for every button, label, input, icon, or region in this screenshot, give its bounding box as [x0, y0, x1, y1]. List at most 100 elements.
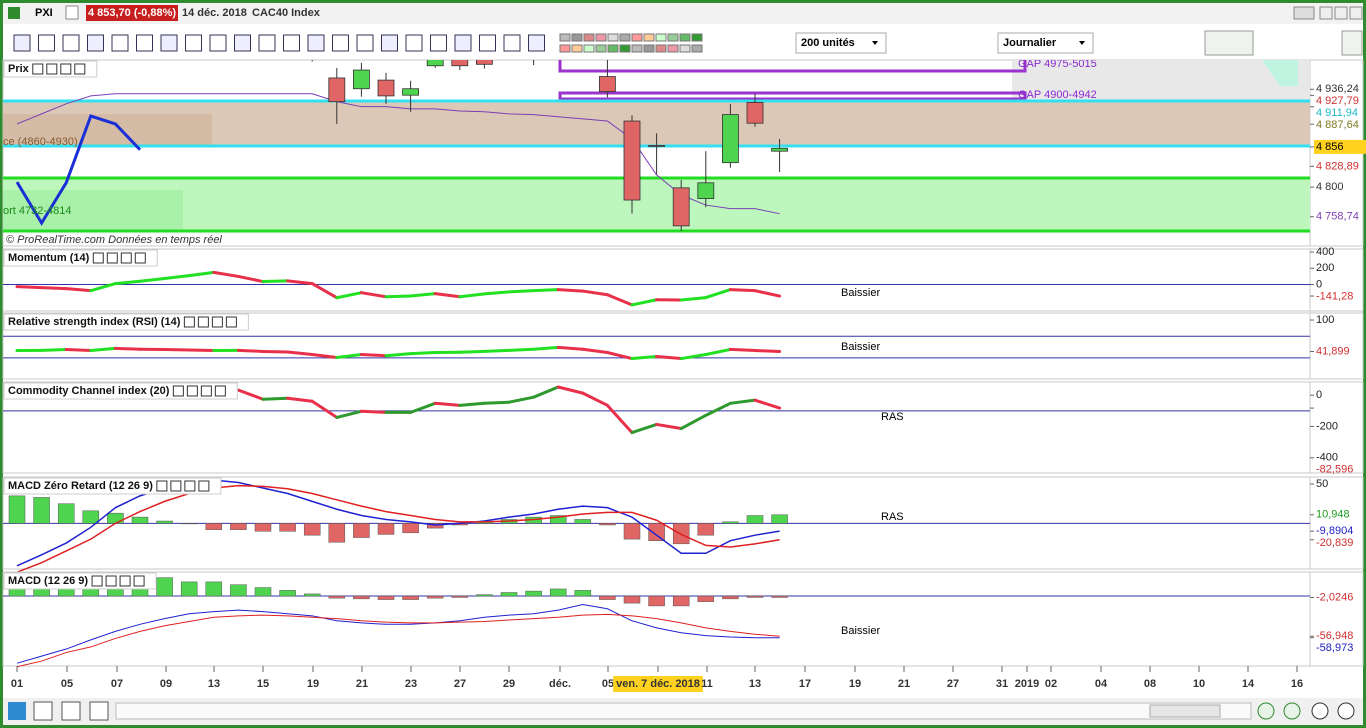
tool-icon[interactable] [356, 34, 374, 52]
y-tick-label: 4 800 [1316, 181, 1344, 193]
color-swatch[interactable] [691, 33, 703, 42]
tool-icon[interactable] [283, 34, 300, 52]
color-swatch[interactable] [655, 33, 667, 42]
x-tick-label: 07 [111, 678, 123, 690]
panel-icon[interactable] [74, 63, 86, 75]
panel-icon[interactable] [46, 63, 58, 75]
histogram-bar [672, 595, 690, 607]
color-swatch[interactable] [679, 44, 691, 53]
panel: RAS MACD Zéro Retard (12 26 9) 50 10,948 -9,… [2, 476, 1364, 573]
tool-icon[interactable] [111, 34, 129, 52]
panel-icon[interactable] [105, 575, 117, 587]
tool-icon[interactable] [160, 34, 178, 52]
panel-icon[interactable] [134, 252, 146, 264]
tool-icon[interactable] [62, 34, 80, 52]
indicator-segment [753, 349, 782, 353]
indicator-segment [581, 289, 609, 297]
panel-icon[interactable] [156, 480, 168, 492]
scrollbar[interactable] [115, 702, 1252, 720]
tool-icon[interactable] [479, 34, 496, 52]
color-swatch[interactable] [631, 33, 643, 42]
tool-icon[interactable] [234, 34, 251, 52]
panel-icon[interactable] [200, 385, 212, 397]
tool-button[interactable] [61, 701, 81, 721]
color-swatch[interactable] [655, 44, 667, 53]
maximize-button[interactable] [1334, 6, 1348, 20]
scroll-button[interactable] [1341, 30, 1363, 56]
tool-button[interactable] [33, 701, 53, 721]
panel-icon[interactable] [225, 316, 237, 328]
zoom-in-button[interactable] [1337, 702, 1355, 720]
panel-icon[interactable] [91, 575, 103, 587]
color-swatch[interactable] [643, 33, 655, 42]
tool-icon[interactable] [209, 34, 227, 52]
tool-icon[interactable] [332, 34, 349, 52]
color-swatch[interactable] [607, 33, 619, 42]
units-select[interactable] [795, 32, 887, 54]
panel-icon[interactable] [172, 385, 184, 397]
color-swatch[interactable] [571, 33, 583, 42]
tool-icon[interactable] [258, 34, 276, 52]
color-swatch[interactable] [559, 44, 571, 53]
color-swatch[interactable] [667, 44, 679, 53]
color-swatch[interactable] [607, 44, 619, 53]
panel-icon[interactable] [32, 63, 44, 75]
scroll-thumb[interactable] [1149, 704, 1221, 718]
info-icon[interactable] [65, 5, 79, 20]
tool-icon[interactable] [454, 34, 472, 52]
panel-icon[interactable] [211, 316, 223, 328]
panel-icon[interactable] [133, 575, 145, 587]
color-swatch[interactable] [631, 44, 643, 53]
keyboard-button[interactable] [1293, 6, 1315, 20]
panel-icon[interactable] [183, 316, 195, 328]
tool-icon[interactable] [13, 34, 31, 52]
panel-icon[interactable] [186, 385, 198, 397]
tool-icon[interactable] [528, 34, 545, 52]
zoom-button[interactable] [1257, 702, 1275, 720]
color-swatch[interactable] [583, 44, 595, 53]
y-tick-label: 0 [1316, 389, 1322, 401]
tool-icon[interactable] [381, 34, 398, 52]
indicator-button[interactable] [1204, 30, 1254, 56]
minimize-button[interactable] [1319, 6, 1333, 20]
color-swatch[interactable] [619, 44, 631, 53]
color-swatch[interactable] [583, 33, 595, 42]
tool-icon[interactable] [136, 34, 153, 52]
tool-icon[interactable] [503, 34, 521, 52]
x-tick-label: 15 [257, 678, 269, 690]
plot-area: RAS [3, 479, 1310, 573]
tool-icon[interactable] [307, 34, 325, 52]
zoom-out-button[interactable] [1311, 702, 1329, 720]
close-button[interactable] [1349, 6, 1363, 20]
share-button[interactable] [8, 702, 26, 720]
panel-icon[interactable] [214, 385, 226, 397]
tool-icon[interactable] [185, 34, 202, 52]
color-swatch[interactable] [679, 33, 691, 42]
tool-icon[interactable] [87, 34, 104, 52]
tool-icon[interactable] [38, 34, 55, 52]
tool-icon[interactable] [405, 34, 423, 52]
panel-icon[interactable] [120, 252, 132, 264]
zoom-button[interactable] [1283, 702, 1301, 720]
panel-icon[interactable] [170, 480, 182, 492]
color-swatch[interactable] [619, 33, 631, 42]
panel-icon[interactable] [197, 316, 209, 328]
tool-icon[interactable] [430, 34, 447, 52]
indicator-segment [163, 348, 191, 352]
indicator-segment [556, 345, 585, 351]
color-swatch[interactable] [667, 33, 679, 42]
panel-icon[interactable] [92, 252, 104, 264]
color-swatch[interactable] [571, 44, 583, 53]
color-swatch[interactable] [691, 44, 703, 53]
panel-icon[interactable] [198, 480, 210, 492]
color-swatch[interactable] [595, 44, 607, 53]
color-swatch[interactable] [595, 33, 607, 42]
panel-icon[interactable] [184, 480, 196, 492]
color-swatch[interactable] [643, 44, 655, 53]
panel-icon[interactable] [60, 63, 72, 75]
panel-icon[interactable] [119, 575, 131, 587]
period-select[interactable] [997, 32, 1094, 54]
tool-button[interactable] [89, 701, 109, 721]
panel-icon[interactable] [106, 252, 118, 264]
color-swatch[interactable] [559, 33, 571, 42]
